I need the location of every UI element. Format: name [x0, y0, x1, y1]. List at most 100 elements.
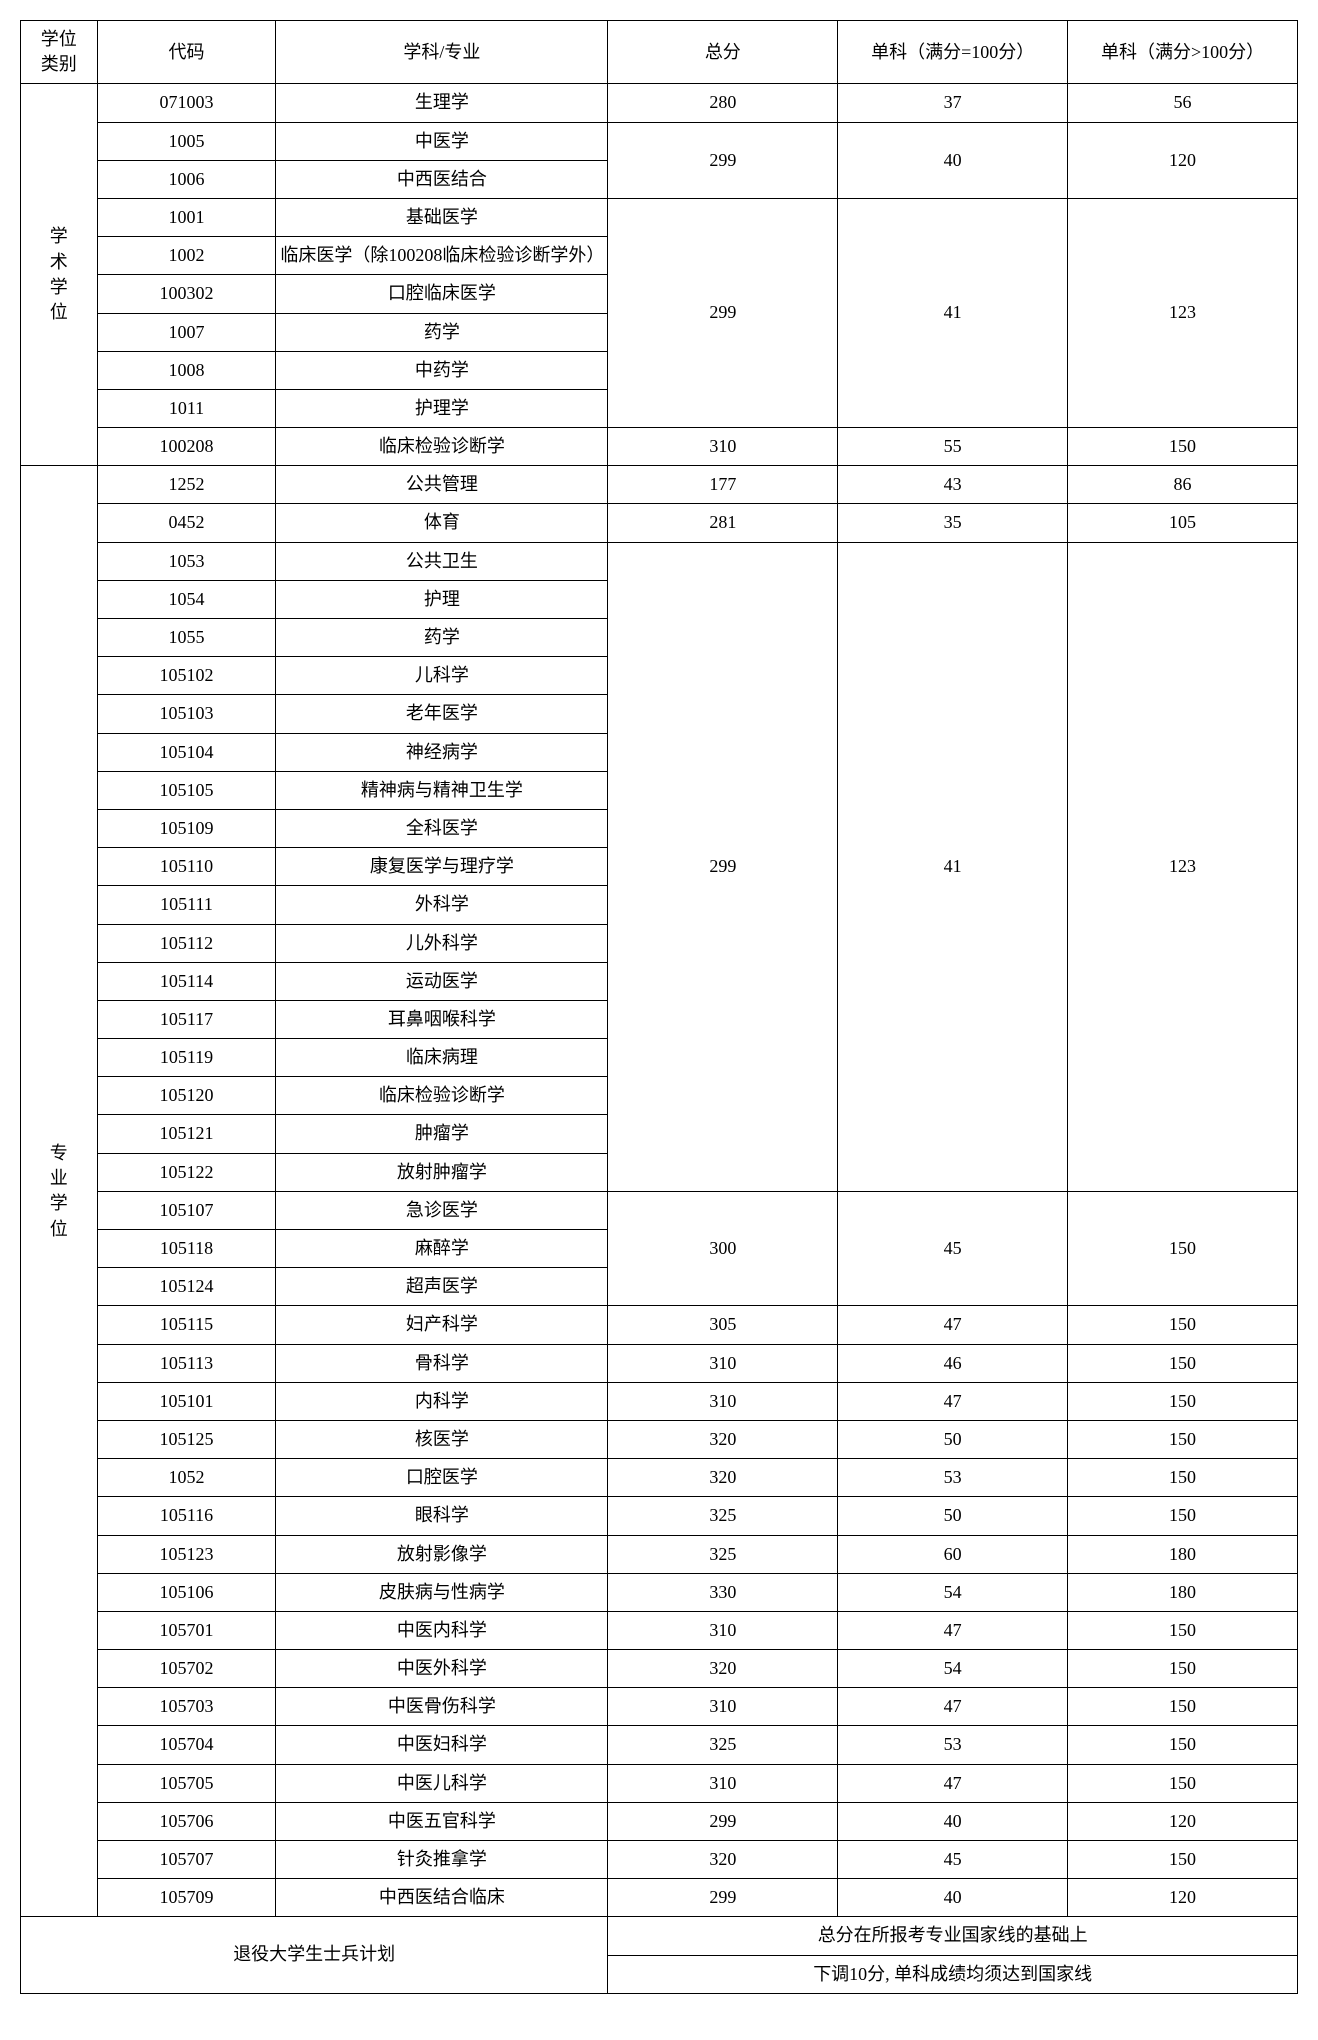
cell-major: 超声医学: [276, 1268, 608, 1306]
cell-code: 105122: [97, 1153, 276, 1191]
cell-code: 105111: [97, 886, 276, 924]
cell-sub2: 150: [1068, 1420, 1298, 1458]
cell-code: 105116: [97, 1497, 276, 1535]
category-academic: 学术学位: [21, 84, 98, 466]
cell-sub1: 41: [838, 542, 1068, 1191]
cell-major: 中医骨伤科学: [276, 1688, 608, 1726]
cell-sub1: 50: [838, 1420, 1068, 1458]
table-row: 105123放射影像学32560180: [21, 1535, 1298, 1573]
cell-sub1: 53: [838, 1726, 1068, 1764]
cell-sub1: 54: [838, 1573, 1068, 1611]
cell-code: 1052: [97, 1459, 276, 1497]
cell-sub2: 150: [1068, 1382, 1298, 1420]
cell-major: 临床病理: [276, 1039, 608, 1077]
cell-total: 330: [608, 1573, 838, 1611]
header-sub1: 单科（满分=100分）: [838, 21, 1068, 84]
cell-major: 中医妇科学: [276, 1726, 608, 1764]
header-total: 总分: [608, 21, 838, 84]
cell-major: 中西医结合临床: [276, 1879, 608, 1917]
table-row: 0452 体育 281 35 105: [21, 504, 1298, 542]
cell-sub2: 150: [1068, 1191, 1298, 1306]
cell-code: 1011: [97, 389, 276, 427]
cell-sub1: 47: [838, 1382, 1068, 1420]
cell-total: 320: [608, 1650, 838, 1688]
cell-sub2: 105: [1068, 504, 1298, 542]
cell-sub1: 50: [838, 1497, 1068, 1535]
cell-total: 280: [608, 84, 838, 122]
cell-sub2: 150: [1068, 428, 1298, 466]
cell-sub1: 35: [838, 504, 1068, 542]
cell-sub1: 47: [838, 1306, 1068, 1344]
table-row: 100208 临床检验诊断学 310 55 150: [21, 428, 1298, 466]
cell-total: 177: [608, 466, 838, 504]
footer-row: 退役大学生士兵计划 总分在所报考专业国家线的基础上: [21, 1917, 1298, 1955]
cell-sub2: 150: [1068, 1726, 1298, 1764]
footer-left: 退役大学生士兵计划: [21, 1917, 608, 1993]
cell-code: 105120: [97, 1077, 276, 1115]
cell-major: 生理学: [276, 84, 608, 122]
cell-total: 299: [608, 198, 838, 427]
cell-code: 105109: [97, 809, 276, 847]
table-row: 105101内科学31047150: [21, 1382, 1298, 1420]
cell-code: 105119: [97, 1039, 276, 1077]
footer-right-line1: 总分在所报考专业国家线的基础上: [608, 1917, 1298, 1955]
cell-sub2: 150: [1068, 1306, 1298, 1344]
table-row: 1005 中医学 299 40 120: [21, 122, 1298, 160]
cell-major: 药学: [276, 619, 608, 657]
header-major: 学科/专业: [276, 21, 608, 84]
cell-major: 临床检验诊断学: [276, 1077, 608, 1115]
cell-sub1: 54: [838, 1650, 1068, 1688]
cell-major: 口腔医学: [276, 1459, 608, 1497]
cell-sub2: 180: [1068, 1535, 1298, 1573]
cell-major: 麻醉学: [276, 1230, 608, 1268]
cell-major: 骨科学: [276, 1344, 608, 1382]
cell-sub1: 53: [838, 1459, 1068, 1497]
cell-code: 105125: [97, 1420, 276, 1458]
cell-code: 105117: [97, 1000, 276, 1038]
cell-total: 281: [608, 504, 838, 542]
cell-total: 325: [608, 1726, 838, 1764]
cell-sub1: 46: [838, 1344, 1068, 1382]
cell-code: 105110: [97, 848, 276, 886]
table-row: 专业学位 1252 公共管理 177 43 86: [21, 466, 1298, 504]
cell-major: 肿瘤学: [276, 1115, 608, 1153]
cell-major: 精神病与精神卫生学: [276, 771, 608, 809]
table-row: 105106皮肤病与性病学33054180: [21, 1573, 1298, 1611]
cell-major: 针灸推拿学: [276, 1841, 608, 1879]
cell-sub2: 150: [1068, 1688, 1298, 1726]
cell-code: 105113: [97, 1344, 276, 1382]
cell-major: 老年医学: [276, 695, 608, 733]
header-row: 学位类别 代码 学科/专业 总分 单科（满分=100分） 单科（满分>100分）: [21, 21, 1298, 84]
cell-code: 105121: [97, 1115, 276, 1153]
cell-code: 105709: [97, 1879, 276, 1917]
cell-code: 1053: [97, 542, 276, 580]
cell-total: 325: [608, 1497, 838, 1535]
cell-total: 310: [608, 1611, 838, 1649]
table-row: 105703中医骨伤科学31047150: [21, 1688, 1298, 1726]
cell-code: 105105: [97, 771, 276, 809]
cell-sub1: 40: [838, 1879, 1068, 1917]
cell-sub1: 45: [838, 1841, 1068, 1879]
cell-major: 耳鼻咽喉科学: [276, 1000, 608, 1038]
cell-major: 儿科学: [276, 657, 608, 695]
cell-sub1: 40: [838, 1802, 1068, 1840]
cell-total: 320: [608, 1841, 838, 1879]
cell-major: 护理学: [276, 389, 608, 427]
cell-sub1: 37: [838, 84, 1068, 122]
cell-major: 中医儿科学: [276, 1764, 608, 1802]
table-row: 105706中医五官科学29940120: [21, 1802, 1298, 1840]
cell-sub2: 56: [1068, 84, 1298, 122]
table-row: 105115妇产科学30547150: [21, 1306, 1298, 1344]
cell-major: 中医五官科学: [276, 1802, 608, 1840]
cell-code: 105101: [97, 1382, 276, 1420]
footer-right-line2: 下调10分, 单科成绩均须达到国家线: [608, 1955, 1298, 1993]
table-row: 1001 基础医学 299 41 123: [21, 198, 1298, 236]
cell-code: 0452: [97, 504, 276, 542]
cell-total: 310: [608, 428, 838, 466]
cell-code: 105124: [97, 1268, 276, 1306]
cell-sub2: 123: [1068, 198, 1298, 427]
cell-sub1: 55: [838, 428, 1068, 466]
category-professional: 专业学位: [21, 466, 98, 1917]
cell-major: 中医内科学: [276, 1611, 608, 1649]
table-row: 105701中医内科学31047150: [21, 1611, 1298, 1649]
